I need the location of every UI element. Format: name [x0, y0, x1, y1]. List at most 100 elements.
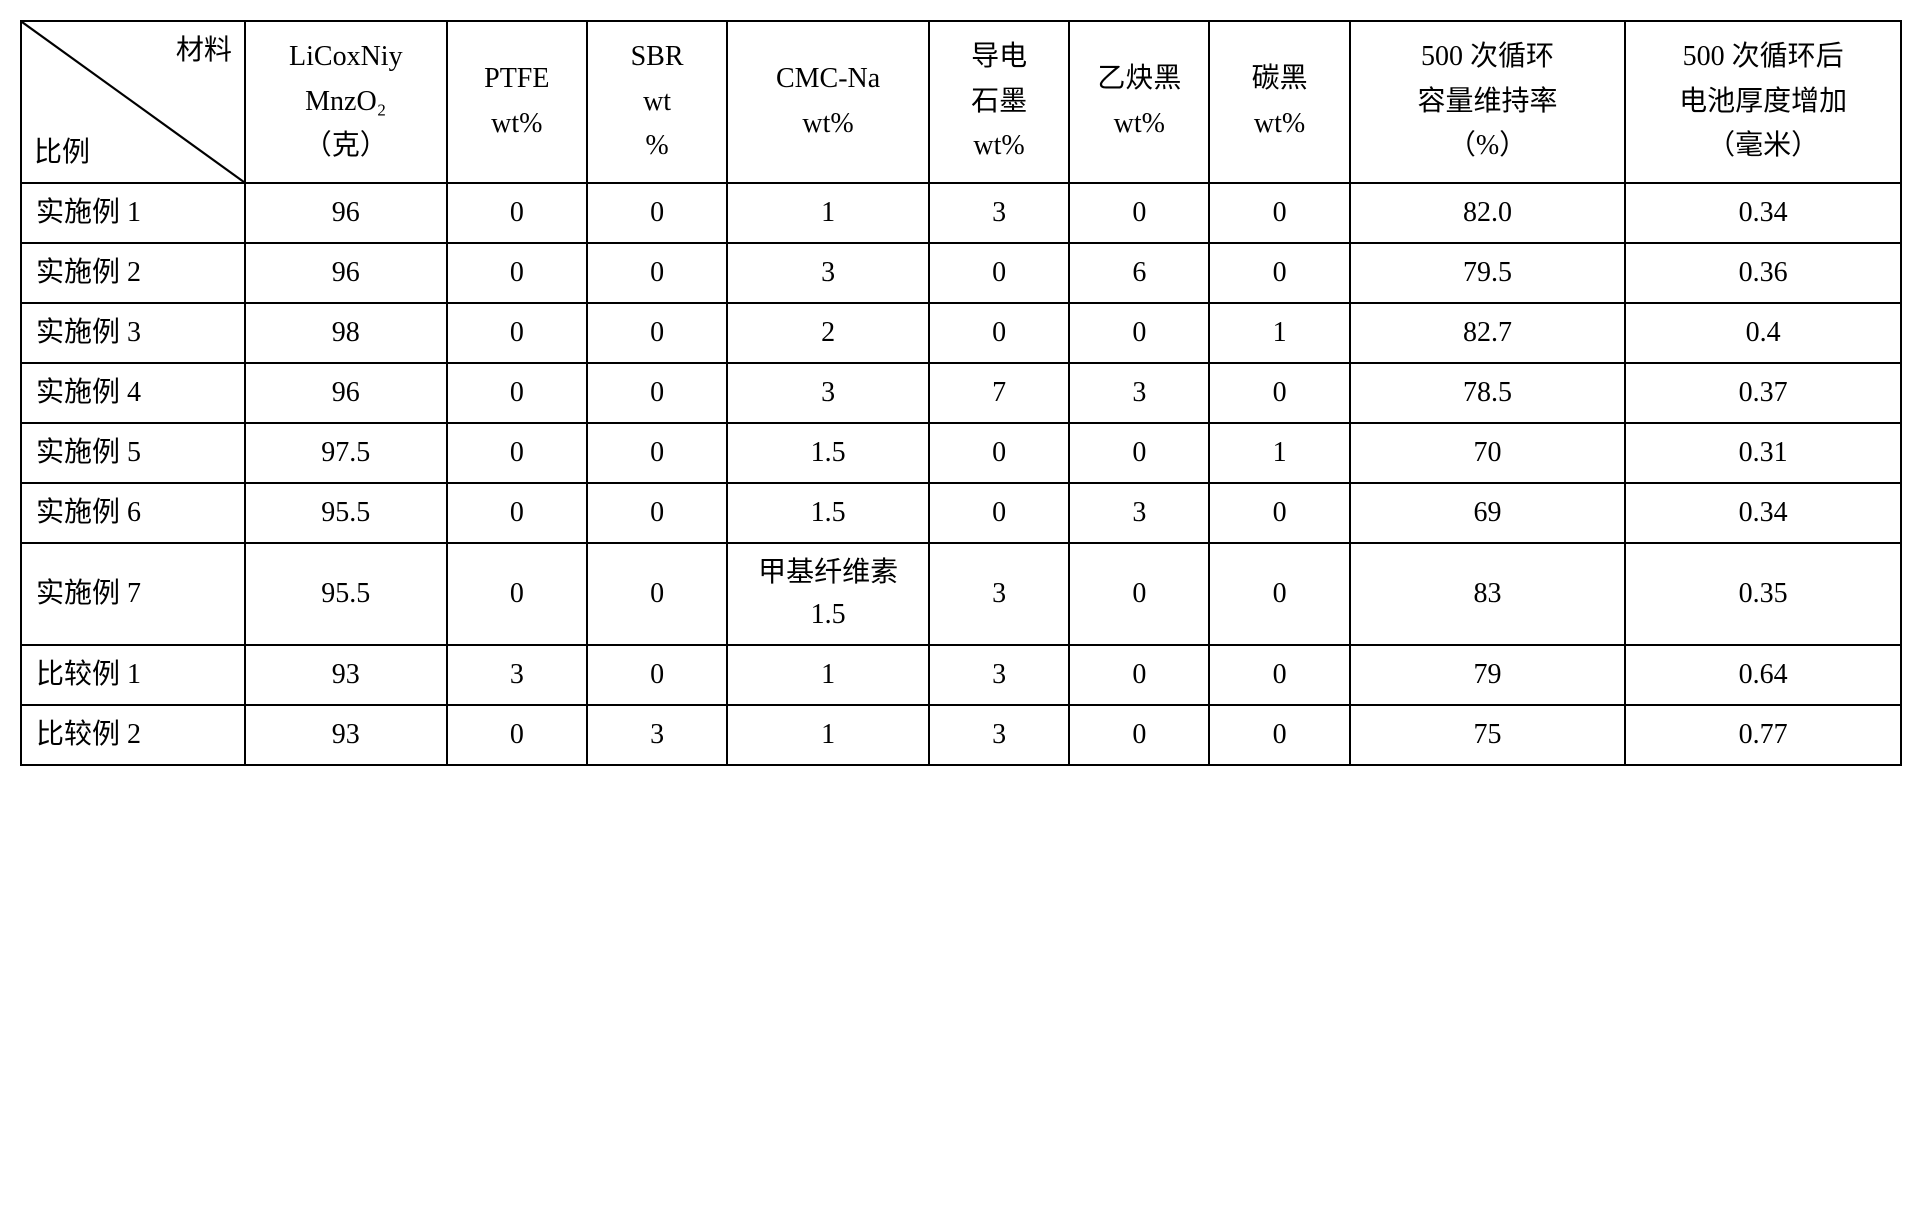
- table-cell: 1: [727, 705, 929, 765]
- table-cell: 3: [447, 645, 587, 705]
- table-cell: 0: [1209, 645, 1349, 705]
- table-cell: 93: [245, 645, 447, 705]
- table-cell: 0: [447, 303, 587, 363]
- table-cell: 95.5: [245, 483, 447, 543]
- column-header: 乙炔黑wt%: [1069, 21, 1209, 183]
- row-label: 实施例 2: [21, 243, 245, 303]
- column-header: 500 次循环容量维持率（%）: [1350, 21, 1626, 183]
- table-cell: 3: [587, 705, 727, 765]
- table-cell: 0.35: [1625, 543, 1901, 645]
- table-cell: 98: [245, 303, 447, 363]
- table-cell: 0.31: [1625, 423, 1901, 483]
- table-cell: 96: [245, 243, 447, 303]
- table-cell: 78.5: [1350, 363, 1626, 423]
- table-cell: 0.34: [1625, 483, 1901, 543]
- table-cell: 0: [1209, 705, 1349, 765]
- table-cell: 0: [929, 243, 1069, 303]
- diagonal-header-cell: 材料 比例: [21, 21, 245, 183]
- table-cell: 0: [1209, 363, 1349, 423]
- table-cell: 0: [929, 423, 1069, 483]
- table-cell: 3: [727, 363, 929, 423]
- table-cell: 1: [727, 183, 929, 243]
- table-cell: 0: [1209, 543, 1349, 645]
- table-row: 实施例 29600306079.50.36: [21, 243, 1901, 303]
- table-cell: 0: [1069, 645, 1209, 705]
- table-cell: 0: [447, 483, 587, 543]
- table-cell: 0.36: [1625, 243, 1901, 303]
- table-cell: 82.0: [1350, 183, 1626, 243]
- column-header: 500 次循环后电池厚度增加（毫米）: [1625, 21, 1901, 183]
- table-cell: 0: [447, 363, 587, 423]
- table-body: 实施例 19600130082.00.34实施例 29600306079.50.…: [21, 183, 1901, 765]
- header-line: （毫米）: [1707, 130, 1819, 161]
- table-cell: 3: [727, 243, 929, 303]
- table-cell: 82.7: [1350, 303, 1626, 363]
- table-cell: 95.5: [245, 543, 447, 645]
- table-cell: 3: [929, 645, 1069, 705]
- table-cell: 0.77: [1625, 705, 1901, 765]
- table-cell: 0: [1069, 543, 1209, 645]
- table-cell: 96: [245, 183, 447, 243]
- table-cell: 0: [447, 423, 587, 483]
- header-line: wt%: [802, 108, 853, 139]
- table-cell: 0.37: [1625, 363, 1901, 423]
- table-cell: 1.5: [727, 483, 929, 543]
- table-cell: 3: [1069, 363, 1209, 423]
- table-cell: 93: [245, 705, 447, 765]
- header-line: wt%: [491, 108, 542, 139]
- table-cell: 0: [587, 363, 727, 423]
- table-cell: 0: [587, 645, 727, 705]
- header-line: 碳黑: [1252, 63, 1308, 94]
- table-cell: 7: [929, 363, 1069, 423]
- table-cell: 甲基纤维素1.5: [727, 543, 929, 645]
- header-line: %: [645, 130, 668, 161]
- table-cell: 0: [587, 543, 727, 645]
- column-header: 碳黑wt%: [1209, 21, 1349, 183]
- table-cell: 0: [447, 243, 587, 303]
- table-cell: 0: [587, 303, 727, 363]
- table-cell: 0: [929, 303, 1069, 363]
- header-line: MnzO₂: [305, 86, 386, 117]
- column-header: 导电石墨wt%: [929, 21, 1069, 183]
- header-line: （克）: [304, 130, 388, 161]
- row-label: 实施例 7: [21, 543, 245, 645]
- header-line: wt%: [973, 130, 1024, 161]
- table-cell: 0: [1069, 303, 1209, 363]
- table-cell: 3: [929, 543, 1069, 645]
- table-cell: 70: [1350, 423, 1626, 483]
- table-row: 实施例 597.5001.5001700.31: [21, 423, 1901, 483]
- header-line: 容量维持率: [1417, 86, 1557, 117]
- table-cell: 0: [587, 423, 727, 483]
- table-row: 实施例 19600130082.00.34: [21, 183, 1901, 243]
- table-cell: 0: [1209, 243, 1349, 303]
- table-row: 实施例 695.5001.5030690.34: [21, 483, 1901, 543]
- table-cell: 0: [1069, 423, 1209, 483]
- table-row: 比较例 193301300790.64: [21, 645, 1901, 705]
- table-cell: 75: [1350, 705, 1626, 765]
- table-row: 实施例 39800200182.70.4: [21, 303, 1901, 363]
- table-cell: 0: [1209, 183, 1349, 243]
- header-line: 500 次循环: [1421, 41, 1554, 72]
- row-label: 实施例 1: [21, 183, 245, 243]
- column-header: SBRwt%: [587, 21, 727, 183]
- table-cell: 97.5: [245, 423, 447, 483]
- diagonal-top-label: 材料: [176, 30, 232, 72]
- table-cell: 0: [587, 483, 727, 543]
- table-cell: 0: [447, 183, 587, 243]
- table-cell: 1: [727, 645, 929, 705]
- row-label: 实施例 3: [21, 303, 245, 363]
- data-table: 材料 比例 LiCoxNiyMnzO₂（克）PTFEwt%SBRwt%CMC-N…: [20, 20, 1902, 766]
- header-line: 石墨: [971, 86, 1027, 117]
- table-cell: 0: [447, 543, 587, 645]
- table-cell: 0: [447, 705, 587, 765]
- row-label: 比较例 2: [21, 705, 245, 765]
- diagonal-bottom-label: 比例: [34, 132, 90, 174]
- header-line: LiCoxNiy: [289, 41, 403, 72]
- table-cell: 0: [1209, 483, 1349, 543]
- column-header: CMC-Nawt%: [727, 21, 929, 183]
- table-cell: 1: [1209, 303, 1349, 363]
- table-cell: 0: [587, 183, 727, 243]
- table-cell: 0: [929, 483, 1069, 543]
- table-cell: 96: [245, 363, 447, 423]
- header-line: 乙炔黑: [1097, 63, 1181, 94]
